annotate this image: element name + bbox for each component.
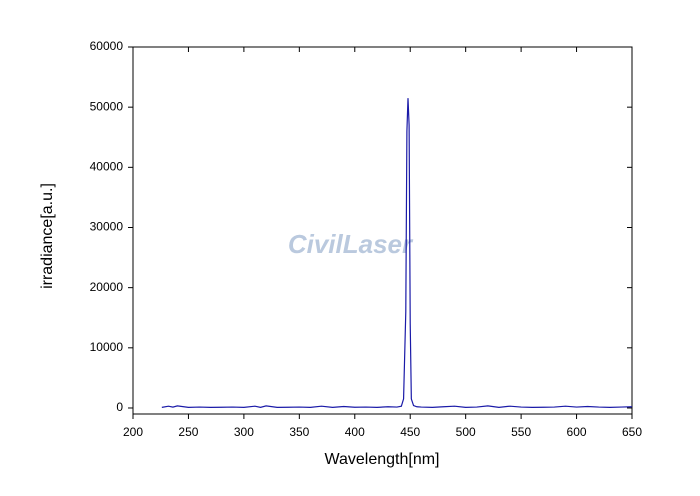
y-tick-label: 0	[116, 400, 123, 414]
x-tick-label: 600	[567, 425, 587, 439]
spectrum-line	[161, 98, 633, 408]
y-tick-label: 10000	[90, 340, 124, 354]
x-tick-label: 350	[289, 425, 309, 439]
y-axis-label: irradiance[a.u.]	[39, 183, 56, 289]
y-tick-label: 20000	[90, 280, 124, 294]
x-tick-label: 200	[123, 425, 143, 439]
y-tick-label: 30000	[90, 220, 124, 234]
x-tick-label: 500	[456, 425, 476, 439]
x-tick-label: 400	[345, 425, 365, 439]
x-tick-label: 550	[511, 425, 531, 439]
plot-frame	[132, 46, 633, 415]
x-tick-label: 450	[400, 425, 420, 439]
y-tick-label: 40000	[90, 159, 124, 173]
y-tick-label: 50000	[90, 99, 124, 113]
x-tick-label: 250	[178, 425, 198, 439]
watermark: CivilLaser	[288, 229, 414, 259]
x-tick-label: 300	[234, 425, 254, 439]
x-tick-label: 650	[622, 425, 642, 439]
y-tick-label: 60000	[90, 39, 124, 53]
x-axis-label: Wavelength[nm]	[324, 451, 439, 468]
